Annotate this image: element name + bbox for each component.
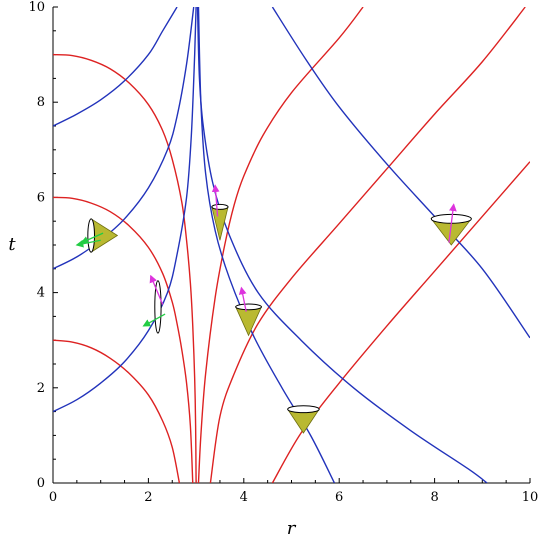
x-tick-label: 8 <box>430 490 438 505</box>
blue-curve-7 <box>53 7 195 270</box>
y-tick-label: 0 <box>37 476 45 491</box>
blue-curve-11 <box>271 7 530 339</box>
cone-opening <box>154 280 162 334</box>
red-curve-5 <box>271 161 530 483</box>
cone-arrow <box>142 313 166 327</box>
light-cone-1 <box>142 274 166 334</box>
x-tick-label: 0 <box>49 490 57 505</box>
x-tick-label: 10 <box>522 490 539 505</box>
y-tick-label: 4 <box>37 286 45 301</box>
x-tick-label: 2 <box>144 490 152 505</box>
light-cone-4 <box>286 405 320 434</box>
y-tick-label: 2 <box>37 381 45 396</box>
cone-body <box>90 218 119 253</box>
cone-arrow <box>80 232 104 244</box>
y-tick-label: 10 <box>28 0 45 15</box>
blue-curve-8 <box>53 7 197 413</box>
y-axis-label: t <box>8 234 16 255</box>
cone-opening <box>235 303 262 311</box>
red-curve-2 <box>53 339 181 483</box>
light-cone-3 <box>235 286 263 337</box>
cone-body <box>235 306 263 337</box>
red-curve-3 <box>197 7 364 483</box>
light-cones <box>75 184 473 434</box>
light-cone-2 <box>211 184 229 241</box>
cone-opening <box>211 203 229 210</box>
x-axis-label: r <box>287 518 297 539</box>
blue-curve-6 <box>53 7 178 127</box>
red-curve-4 <box>209 7 526 483</box>
y-tick-label: 6 <box>37 190 45 205</box>
red-curve-0 <box>53 53 197 483</box>
x-tick-label: 4 <box>240 490 248 505</box>
y-tick-label: 8 <box>37 95 45 110</box>
cone-arrow <box>149 274 164 305</box>
cone-arrow <box>211 184 220 217</box>
light-cone-5 <box>430 203 473 246</box>
tick-labels: 0 2 4 6 8 10 0 2 4 6 8 10 <box>28 0 538 505</box>
cone-arrow <box>448 203 457 243</box>
red-curve-1 <box>53 196 194 483</box>
cone-opening <box>87 218 95 253</box>
cone-arrow <box>238 286 247 312</box>
blue-curve-10 <box>196 7 488 483</box>
axes <box>52 6 531 484</box>
light-cone-0 <box>75 218 119 253</box>
cone-opening <box>287 405 320 414</box>
x-tick-label: 6 <box>335 490 343 505</box>
curves <box>53 7 530 483</box>
